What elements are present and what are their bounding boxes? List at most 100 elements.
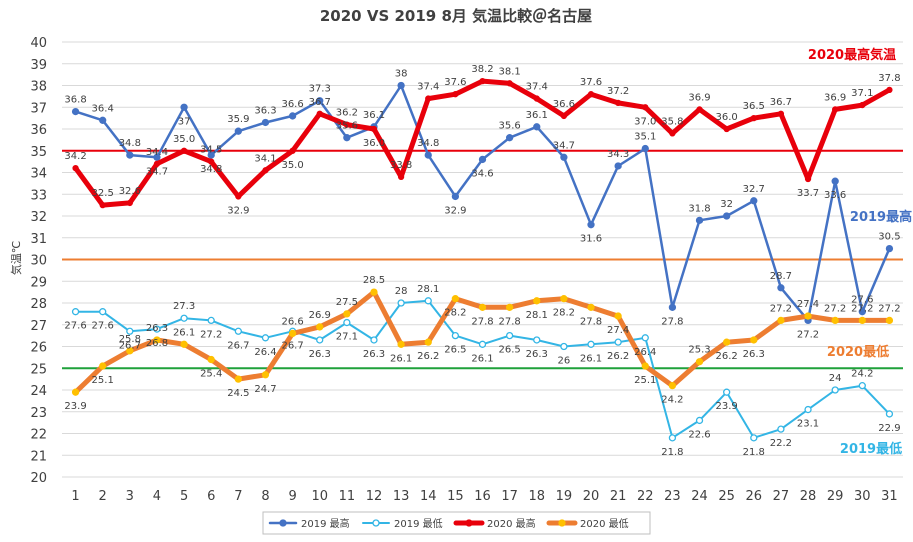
data-label-2019-max: 27.6 <box>851 295 873 306</box>
data-label-2020-max: 37.6 <box>580 77 602 88</box>
data-point-2019-max <box>777 284 785 292</box>
data-label-2019-max: 37 <box>178 116 191 127</box>
data-point-2020-max <box>832 106 839 113</box>
x-tick-label: 17 <box>501 489 518 504</box>
data-point-2019-max <box>451 192 460 201</box>
y-tick-label: 21 <box>30 449 47 464</box>
data-point-2019-min <box>831 386 839 394</box>
x-tick-label: 26 <box>746 489 763 504</box>
data-label-2019-max: 30.5 <box>878 232 900 243</box>
data-label-2019-max: 35.9 <box>227 114 249 125</box>
data-label-2019-max: 27.8 <box>661 316 683 327</box>
data-point-2020-max <box>235 193 242 200</box>
data-label-2019-max: 34.8 <box>200 164 222 175</box>
data-point-2019-min <box>343 318 351 327</box>
data-point-2020-max <box>696 106 703 113</box>
data-label-2019-max: 38 <box>395 69 408 80</box>
data-point-2019-min <box>153 325 161 333</box>
data-label-2020-max: 36.0 <box>716 112 738 123</box>
data-label-2020-min: 28.2 <box>444 308 466 319</box>
y-tick-label: 27 <box>30 319 47 334</box>
x-tick-label: 15 <box>447 489 464 504</box>
x-tick-label: 16 <box>474 489 491 504</box>
data-label-2020-max: 36.5 <box>743 101 765 112</box>
data-label-2019-max: 35.6 <box>498 121 520 132</box>
data-point-2019-min <box>858 381 866 390</box>
y-tick-label: 34 <box>30 167 47 182</box>
data-label-2020-min: 23.9 <box>64 401 86 412</box>
x-tick-label: 30 <box>854 489 871 504</box>
x-tick-label: 20 <box>583 489 600 504</box>
data-point-2019-max <box>99 116 107 124</box>
data-point-2019-min <box>614 338 622 346</box>
data-point-2019-max <box>180 103 188 111</box>
data-label-2019-max: 36.4 <box>92 103 114 114</box>
data-point-2019-max <box>234 127 242 135</box>
data-label-2020-min: 24.7 <box>254 384 276 395</box>
data-point-2019-min <box>207 316 215 325</box>
data-point-2019-min <box>71 308 80 316</box>
data-label-2020-min: 26.6 <box>281 316 303 327</box>
data-label-2020-max: 33.7 <box>797 188 819 199</box>
data-point-2019-min <box>370 336 378 344</box>
y-tick-label: 23 <box>30 406 47 421</box>
data-point-2019-min <box>804 405 812 414</box>
x-tick-label: 7 <box>234 489 242 504</box>
data-label-2020-max: 34.5 <box>200 145 222 156</box>
data-point-2019-min <box>533 336 541 344</box>
data-label-2020-min: 25.8 <box>119 334 141 345</box>
data-point-2019-max <box>316 97 324 105</box>
y-tick-label: 38 <box>30 80 47 95</box>
data-label-2019-min: 27.2 <box>200 329 222 340</box>
data-label-2019-min: 27.3 <box>173 301 195 312</box>
data-point-2019-min <box>261 334 270 342</box>
data-point-2019-min <box>316 336 324 344</box>
x-tick-label: 10 <box>311 489 328 504</box>
data-point-2019-min <box>587 340 595 348</box>
data-label-2020-max: 33.8 <box>390 160 412 171</box>
data-point-2020-max <box>126 199 133 207</box>
data-point-2020-max <box>533 95 540 102</box>
data-label-2019-max: 34.7 <box>146 166 168 177</box>
data-point-2020-max <box>99 201 106 209</box>
data-point-2020-max <box>343 121 351 128</box>
data-point-2020-max <box>180 147 188 154</box>
data-label-2019-max: 34.3 <box>607 149 629 160</box>
data-label-2020-min: 27.4 <box>607 325 629 336</box>
y-tick-label: 26 <box>30 341 47 356</box>
data-label-2020-max: 37.4 <box>526 82 548 93</box>
x-tick-label: 2 <box>99 489 107 504</box>
data-point-2020-min <box>560 294 568 303</box>
data-label-2019-max: 35.6 <box>336 121 358 132</box>
data-point-2019-min <box>750 434 758 442</box>
data-point-2020-max <box>208 158 215 165</box>
series-2020-max <box>72 78 893 209</box>
data-label-2020-min: 26.3 <box>743 349 765 360</box>
x-tick-label: 3 <box>126 489 134 504</box>
data-label-2019-min: 24 <box>829 373 842 384</box>
data-point-2020-max <box>777 110 785 117</box>
y-tick-label: 40 <box>30 36 47 51</box>
y-tick-label: 24 <box>30 384 47 399</box>
y-tick-label: 30 <box>30 254 47 269</box>
data-point-2019-max <box>397 81 405 90</box>
data-label-2020-max: 32.5 <box>92 188 114 199</box>
data-label-2019-min: 26.3 <box>363 349 385 360</box>
data-point-2020-min <box>533 297 541 305</box>
legend-label-2019-max: 2019 最高 <box>301 517 350 530</box>
x-tick-label: 27 <box>773 489 790 504</box>
chart-title: 2020 VS 2019 8月 気温比較＠名古屋 <box>320 7 592 25</box>
legend-label-2020-min: 2020 最低 <box>580 517 629 530</box>
y-tick-label: 31 <box>30 232 47 247</box>
y-tick-label: 20 <box>30 471 47 486</box>
x-tick-label: 9 <box>288 489 296 504</box>
data-label-2019-min: 22.6 <box>688 429 710 440</box>
data-point-2019-min <box>885 410 894 418</box>
y-tick-label: 39 <box>30 58 47 73</box>
data-point-2020-max <box>642 104 649 111</box>
legend-marker-2020-max <box>465 519 473 527</box>
x-tick-label: 6 <box>207 489 215 504</box>
data-label-2019-min: 26.1 <box>580 353 602 364</box>
data-point-2020-min <box>207 355 215 364</box>
x-tick-labels: 1 2 3 4 5 6 7 8 9 10 11 12 13 14 15 16 17 18 19 20 21 22 23 24 2… <box>71 489 897 504</box>
